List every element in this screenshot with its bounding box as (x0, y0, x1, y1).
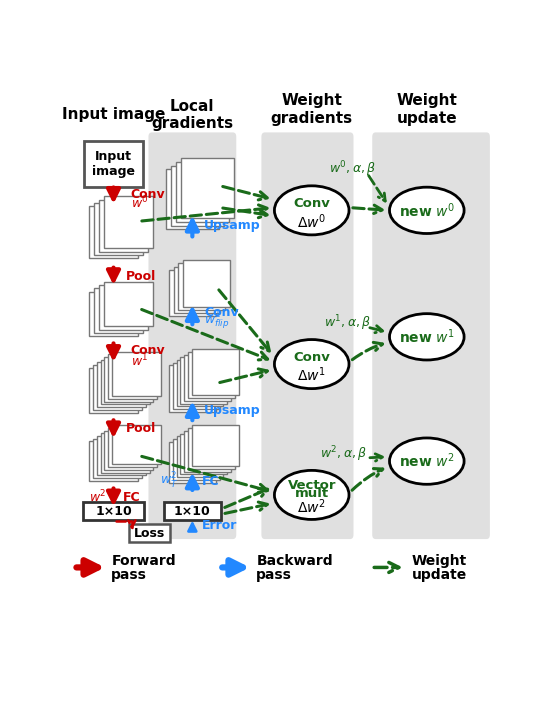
Text: $w^1, \alpha, \beta$: $w^1, \alpha, \beta$ (324, 314, 372, 333)
FancyBboxPatch shape (163, 502, 221, 520)
Text: Conv: Conv (204, 306, 239, 319)
Ellipse shape (389, 187, 464, 234)
FancyBboxPatch shape (184, 355, 231, 401)
FancyBboxPatch shape (183, 261, 230, 307)
FancyBboxPatch shape (192, 426, 239, 467)
FancyBboxPatch shape (94, 203, 143, 255)
Text: pass: pass (111, 568, 147, 581)
Text: Upsamp: Upsamp (204, 404, 261, 417)
Text: new $w^1$: new $w^1$ (399, 328, 455, 346)
Text: Vector: Vector (288, 479, 336, 491)
FancyBboxPatch shape (94, 288, 143, 333)
FancyBboxPatch shape (171, 166, 224, 226)
Text: Error: Error (202, 520, 237, 532)
FancyBboxPatch shape (104, 282, 153, 326)
Text: Conv: Conv (130, 188, 165, 201)
Text: $\Delta w^1$: $\Delta w^1$ (298, 366, 326, 384)
Text: $w^2_T$: $w^2_T$ (161, 472, 179, 491)
Text: $w^2, \alpha, \beta$: $w^2, \alpha, \beta$ (320, 444, 367, 464)
Ellipse shape (389, 438, 464, 484)
FancyBboxPatch shape (148, 132, 236, 539)
Text: $w^1_{flip}$: $w^1_{flip}$ (204, 309, 229, 331)
Text: $w^0, \alpha, \beta$: $w^0, \alpha, \beta$ (329, 160, 376, 179)
Text: Input
image: Input image (92, 150, 135, 178)
FancyBboxPatch shape (112, 352, 161, 396)
Text: Input image: Input image (62, 108, 165, 122)
FancyBboxPatch shape (97, 362, 146, 407)
Text: $w^2$: $w^2$ (89, 489, 106, 506)
FancyBboxPatch shape (177, 436, 223, 477)
Text: Weight
update: Weight update (397, 93, 457, 126)
Text: Conv: Conv (293, 198, 330, 210)
FancyBboxPatch shape (188, 352, 235, 398)
FancyBboxPatch shape (104, 196, 153, 249)
Text: update: update (412, 568, 467, 581)
FancyBboxPatch shape (261, 132, 354, 539)
FancyBboxPatch shape (177, 360, 223, 406)
FancyBboxPatch shape (97, 436, 146, 475)
FancyBboxPatch shape (99, 200, 148, 251)
FancyBboxPatch shape (108, 354, 157, 399)
FancyBboxPatch shape (82, 502, 145, 520)
FancyBboxPatch shape (192, 349, 239, 396)
Ellipse shape (389, 314, 464, 360)
FancyBboxPatch shape (93, 365, 142, 410)
Text: mult: mult (295, 487, 329, 501)
FancyBboxPatch shape (372, 132, 490, 539)
FancyBboxPatch shape (180, 433, 227, 474)
Ellipse shape (274, 185, 349, 235)
Text: Loss: Loss (134, 527, 166, 539)
Text: Conv: Conv (130, 345, 165, 358)
FancyBboxPatch shape (99, 285, 148, 330)
FancyBboxPatch shape (101, 360, 150, 404)
Text: Upsamp: Upsamp (204, 219, 261, 232)
Text: FC: FC (123, 491, 140, 503)
FancyBboxPatch shape (89, 292, 138, 336)
FancyBboxPatch shape (89, 368, 138, 413)
FancyBboxPatch shape (108, 428, 157, 467)
Text: 1×10: 1×10 (95, 505, 132, 518)
FancyBboxPatch shape (129, 524, 170, 542)
Text: Pool: Pool (126, 270, 157, 282)
Text: FC: FC (202, 475, 219, 488)
FancyBboxPatch shape (174, 267, 221, 313)
FancyBboxPatch shape (176, 162, 229, 222)
FancyBboxPatch shape (188, 428, 235, 469)
FancyBboxPatch shape (181, 158, 234, 218)
Text: Conv: Conv (293, 351, 330, 364)
Text: new $w^2$: new $w^2$ (399, 452, 455, 470)
Text: Forward: Forward (111, 554, 176, 568)
FancyBboxPatch shape (178, 263, 225, 310)
Text: new $w^0$: new $w^0$ (399, 201, 455, 219)
Ellipse shape (274, 340, 349, 389)
Text: pass: pass (256, 568, 292, 581)
FancyBboxPatch shape (173, 362, 219, 409)
Text: Weight
gradients: Weight gradients (271, 93, 353, 126)
Text: $\Delta w^0$: $\Delta w^0$ (297, 212, 326, 231)
FancyBboxPatch shape (84, 141, 144, 187)
FancyBboxPatch shape (89, 206, 138, 258)
FancyBboxPatch shape (169, 270, 216, 316)
FancyBboxPatch shape (104, 357, 153, 401)
Text: Pool: Pool (126, 423, 157, 435)
Text: Backward: Backward (256, 554, 333, 568)
FancyBboxPatch shape (169, 365, 216, 412)
Text: $\Delta w^2$: $\Delta w^2$ (298, 498, 326, 516)
Text: $w^1$: $w^1$ (130, 353, 148, 369)
FancyBboxPatch shape (89, 442, 138, 481)
FancyBboxPatch shape (184, 431, 231, 472)
Ellipse shape (274, 470, 349, 520)
FancyBboxPatch shape (112, 425, 161, 464)
FancyBboxPatch shape (173, 439, 219, 480)
Text: Local
gradients: Local gradients (151, 98, 233, 131)
FancyBboxPatch shape (101, 433, 150, 472)
FancyBboxPatch shape (169, 442, 216, 483)
FancyBboxPatch shape (166, 169, 219, 229)
Text: Weight: Weight (412, 554, 467, 568)
FancyBboxPatch shape (180, 358, 227, 404)
Text: 1×10: 1×10 (174, 505, 211, 518)
Text: $w^0$: $w^0$ (130, 195, 148, 212)
FancyBboxPatch shape (93, 439, 142, 478)
FancyBboxPatch shape (104, 430, 153, 470)
